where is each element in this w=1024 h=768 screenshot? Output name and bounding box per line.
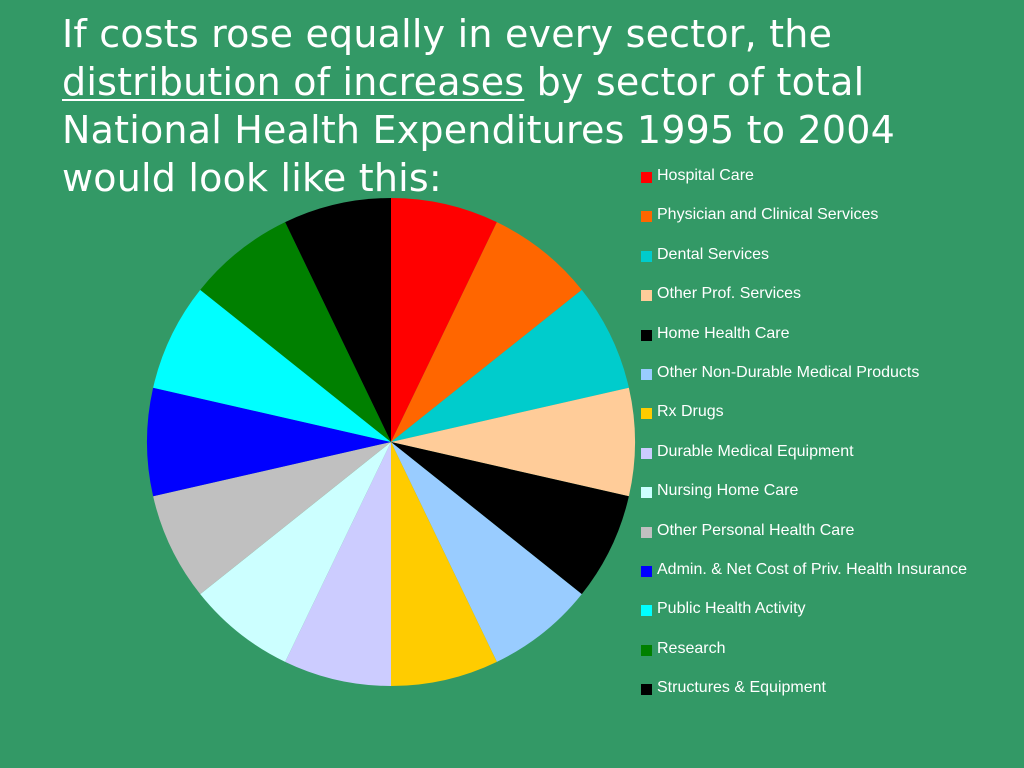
title-underlined: distribution of increases bbox=[62, 60, 525, 104]
legend-item: Admin. & Net Cost of Priv. Health Insura… bbox=[640, 560, 970, 580]
legend-item: Other Non-Durable Medical Products bbox=[640, 363, 970, 383]
legend-item: Structures & Equipment bbox=[640, 678, 970, 698]
legend-swatch bbox=[641, 290, 652, 302]
pie-slice-3 bbox=[391, 289, 629, 442]
legend-item: Research bbox=[640, 639, 970, 659]
legend-label: Research bbox=[657, 639, 726, 657]
legend-item: Hospital Care bbox=[640, 166, 970, 186]
legend-item: Other Prof. Services bbox=[640, 284, 970, 304]
legend-label: Other Prof. Services bbox=[657, 285, 802, 303]
legend-label: Nursing Home Care bbox=[657, 482, 799, 500]
legend-label: Durable Medical Equipment bbox=[657, 442, 854, 460]
pie-slice-12 bbox=[153, 289, 391, 442]
legend-swatch bbox=[641, 408, 652, 420]
legend-label: Structures & Equipment bbox=[657, 679, 826, 697]
pie-slice-7 bbox=[391, 442, 497, 687]
legend-label: Hospital Care bbox=[657, 167, 754, 184]
pie-slice-9 bbox=[200, 442, 391, 662]
pie-slice-10 bbox=[153, 442, 391, 595]
pie-slice-8 bbox=[285, 442, 391, 687]
pie-slice-2 bbox=[391, 222, 582, 442]
legend-label: Other Personal Health Care bbox=[657, 521, 855, 539]
legend-swatch bbox=[641, 487, 652, 499]
pie-slice-1 bbox=[391, 198, 497, 442]
legend-swatch bbox=[641, 329, 652, 341]
legend-item: Physician and Clinical Services bbox=[640, 205, 970, 225]
title-part2: by sector of total National Health Expen… bbox=[62, 60, 895, 200]
legend-label: Home Health Care bbox=[657, 324, 790, 342]
pie-slice-6 bbox=[391, 442, 582, 662]
legend-swatch bbox=[641, 644, 652, 656]
legend-swatch bbox=[641, 605, 652, 617]
pie-slice-13 bbox=[200, 222, 391, 442]
legend-label: Public Health Activity bbox=[657, 600, 806, 618]
legend-item: Other Personal Health Care bbox=[640, 521, 970, 541]
title-part1: If costs rose equally in every sector, t… bbox=[62, 12, 833, 56]
legend-swatch bbox=[641, 526, 652, 538]
legend-swatch bbox=[641, 566, 652, 577]
legend-label: Dental Services bbox=[657, 245, 770, 263]
legend-item: Rx Drugs bbox=[640, 402, 970, 422]
legend-swatch bbox=[641, 172, 652, 183]
legend-item: Dental Services bbox=[640, 245, 970, 265]
legend-swatch bbox=[641, 369, 652, 380]
legend-label: Admin. & Net Cost of Priv. Health Insura… bbox=[657, 561, 968, 578]
legend-label: Other Non-Durable Medical Products bbox=[657, 364, 920, 381]
pie-slice-14 bbox=[285, 198, 391, 442]
legend-swatch bbox=[641, 447, 652, 459]
pie-slice-5 bbox=[391, 442, 629, 595]
legend-swatch bbox=[641, 211, 652, 223]
legend-item: Durable Medical Equipment bbox=[640, 442, 970, 462]
legend-item: Home Health Care bbox=[640, 324, 970, 344]
legend-swatch bbox=[641, 250, 652, 262]
legend-swatch bbox=[641, 684, 652, 696]
legend-item: Nursing Home Care bbox=[640, 481, 970, 501]
pie-slice-4 bbox=[391, 387, 635, 497]
pie-slice-11 bbox=[147, 387, 391, 497]
legend-label: Rx Drugs bbox=[657, 403, 724, 421]
slide-title: If costs rose equally in every sector, t… bbox=[62, 10, 1002, 202]
legend-item: Public Health Activity bbox=[640, 599, 970, 619]
legend-label: Physician and Clinical Services bbox=[657, 206, 879, 224]
